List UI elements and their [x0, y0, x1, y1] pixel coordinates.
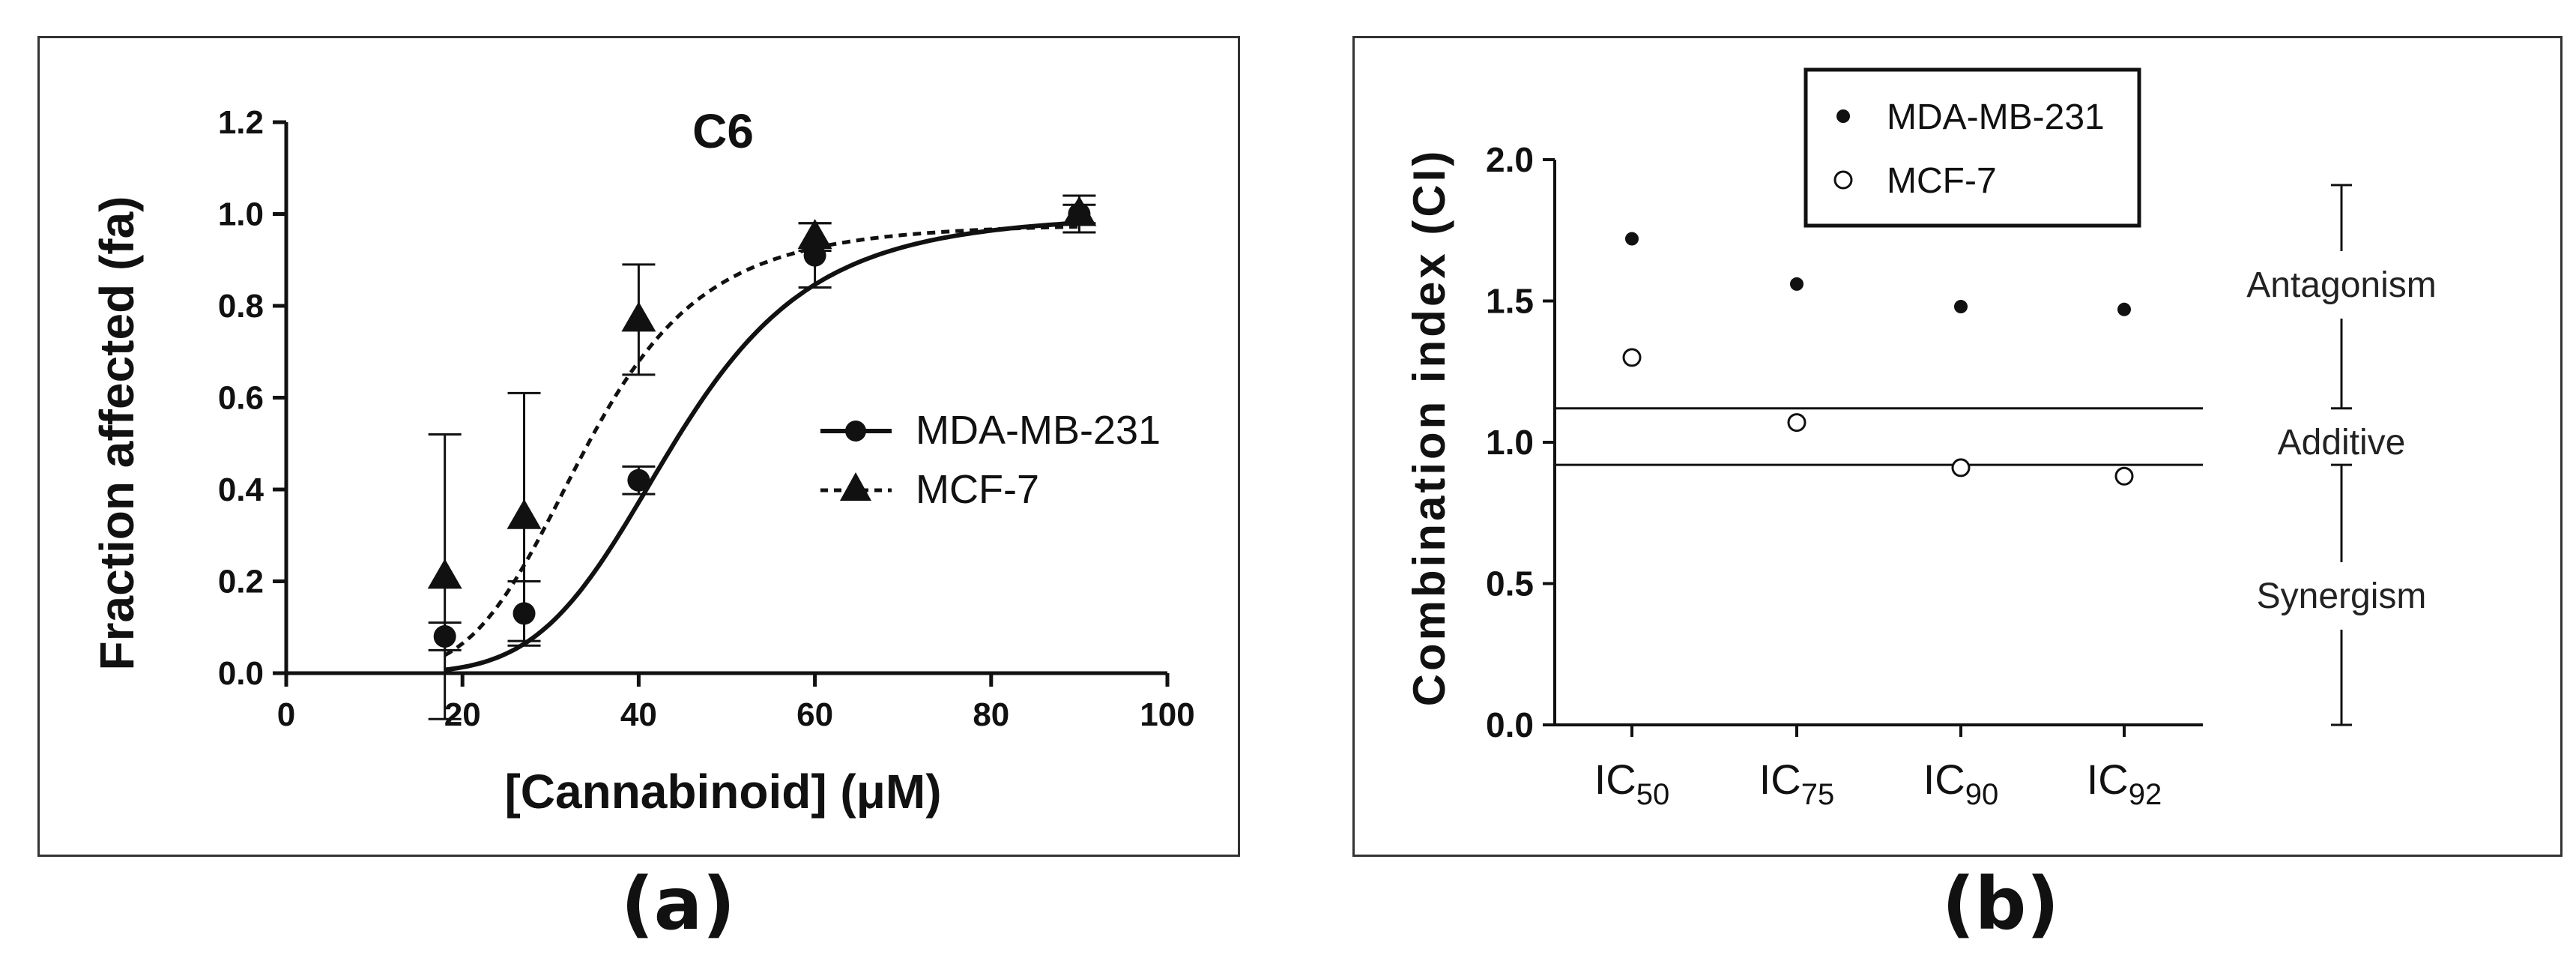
x-tick-label: 80: [973, 696, 1009, 733]
category-label: IC90: [1923, 756, 1999, 811]
y-tick-label: 1.0: [1486, 423, 1534, 462]
legend-label-mcf: MCF-7: [1887, 161, 1997, 201]
chart-a-points: [427, 196, 1097, 648]
y-tick-label: 0.8: [218, 288, 264, 325]
x-tick-label: 20: [444, 696, 481, 733]
data-point-mda: [513, 602, 536, 625]
data-point-mda: [433, 625, 456, 648]
legend-label-mda: MDA-MB-231: [916, 408, 1161, 453]
panel-a-frame: [37, 36, 1240, 857]
chart-a-axes: [284, 122, 1167, 675]
fit-curve-mcf: [444, 224, 1080, 657]
chart-b-reference-lines: [1555, 407, 2203, 466]
chart-b-y-axis-label: Combination index (CI): [1404, 148, 1454, 707]
legend-label-mcf: MCF-7: [916, 467, 1039, 512]
legend-marker-mcf: [1833, 170, 1853, 190]
chart-a-fit-curves: [444, 220, 1080, 672]
data-point-mcf: [2114, 466, 2134, 486]
data-point-mcf: [621, 301, 656, 332]
y-tick-label: 0.0: [218, 655, 264, 692]
data-point-mcf: [507, 498, 542, 529]
y-tick-label: 0.0: [1486, 705, 1534, 744]
category-label: IC50: [1594, 756, 1670, 811]
y-tick-label: 2.0: [1486, 140, 1534, 179]
x-tick-label: 60: [796, 696, 833, 733]
legend-marker-mda: [845, 421, 866, 442]
panel-b-label: (b): [1941, 862, 2060, 946]
chart-a-title: C6: [692, 104, 754, 158]
data-point-mcf: [1951, 458, 1971, 478]
x-tick-label: 100: [1140, 696, 1194, 733]
y-tick-label: 1.2: [218, 104, 264, 141]
chart-a-legend: MDA-MB-231 MCF-7: [820, 408, 1161, 512]
legend-marker-mda: [1836, 109, 1850, 123]
y-tick-label: 1.5: [1486, 282, 1534, 321]
chart-b-category-labels: IC50 IC75 IC90 IC92: [1594, 725, 2162, 811]
chart-b-zone-annotations: Antagonism Additive Synergism: [2246, 184, 2437, 726]
data-point-mcf: [427, 558, 462, 589]
y-tick-label: 1.0: [218, 196, 264, 233]
y-tick-label: 0.6: [218, 380, 264, 417]
data-point-mda: [1954, 300, 1968, 314]
zone-label-additive: Additive: [2278, 423, 2406, 463]
y-tick-label: 0.4: [218, 472, 264, 508]
chart-b-legend: MDA-MB-231 MCF-7: [1803, 67, 2141, 228]
y-tick-label: 0.2: [218, 564, 264, 600]
zone-label-antagonism: Antagonism: [2246, 265, 2436, 305]
chart-a-error-bars: [428, 194, 1096, 720]
chart-b-ticks: 0.0 0.5 1.0 1.5 2.0: [1486, 140, 1555, 744]
data-point-mcf: [1062, 196, 1097, 226]
category-label: IC75: [1759, 756, 1835, 811]
x-tick-label: 0: [277, 696, 295, 733]
chart-a-x-axis-label: [Cannabinoid] (μM): [504, 765, 941, 819]
data-point-mcf: [1787, 413, 1806, 433]
zone-label-synergism: Synergism: [2257, 576, 2427, 616]
y-tick-label: 0.5: [1486, 564, 1534, 603]
fit-curve-mda: [444, 220, 1080, 672]
panel-a-label: (a): [620, 862, 736, 946]
chart-a-ticks: 0 20 40 60 80 100 0.0 0.2 0.4 0.6 0.8 1.0 1.2: [218, 104, 1195, 733]
legend-marker-mcf: [840, 472, 871, 501]
data-point-mcf: [797, 219, 832, 250]
x-tick-label: 40: [620, 696, 657, 733]
legend-box: [1803, 67, 2141, 228]
chart-b-points: [1622, 232, 2134, 486]
data-point-mda: [627, 469, 650, 492]
category-label: IC92: [2087, 756, 2162, 811]
data-point-mda: [803, 244, 826, 267]
data-point-mda: [1625, 232, 1639, 246]
data-point-mcf: [1622, 348, 1642, 367]
chart-b-axes: [1553, 160, 2203, 726]
data-point-mda: [2117, 302, 2131, 316]
legend-label-mda: MDA-MB-231: [1887, 97, 2105, 137]
chart-a-y-axis-label: Fraction affected (fa): [90, 196, 144, 671]
data-point-mda: [1790, 277, 1803, 291]
